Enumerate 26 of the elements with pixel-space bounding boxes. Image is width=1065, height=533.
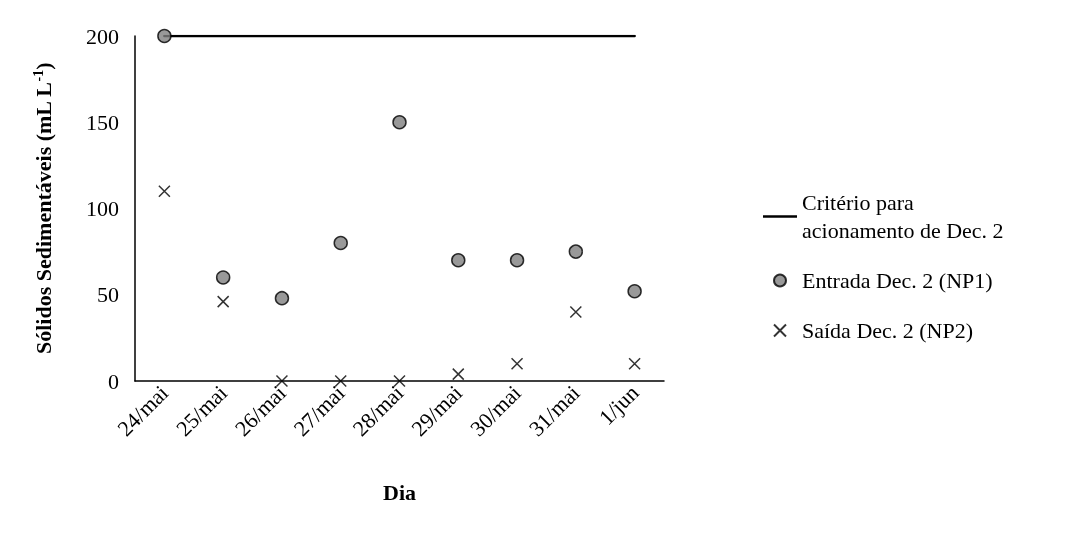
point: [392, 115, 407, 130]
y-tick-label: 100: [86, 196, 119, 221]
point: [157, 28, 172, 44]
y-tick-label: 0: [108, 368, 119, 394]
point: [333, 235, 348, 251]
legend-label: Entrada Dec. 2 (NP1): [802, 268, 993, 293]
point: [158, 185, 171, 198]
point: [451, 253, 466, 268]
x-tick-label: 1/jun: [593, 380, 644, 430]
point: [216, 295, 230, 308]
point: [452, 367, 465, 381]
y-tick-label: 50: [97, 282, 119, 308]
point: [568, 244, 584, 259]
y-tick-label: 200: [86, 23, 119, 49]
point: [510, 357, 524, 370]
point: [215, 270, 231, 285]
y-tick-label: 150: [86, 109, 119, 135]
legend-label: Critério para acionamento de Dec. 2: [802, 190, 1004, 243]
x-axis-title: Dia: [383, 479, 416, 505]
legend-label: Saída Dec. 2 (NP2): [802, 318, 974, 343]
point: [509, 253, 525, 268]
point: [627, 284, 642, 299]
point: [274, 290, 290, 306]
point: [628, 357, 641, 370]
point: [569, 305, 583, 319]
y-axis-title: Sólidos Sedimentáveis (mL L-1): [30, 62, 56, 354]
